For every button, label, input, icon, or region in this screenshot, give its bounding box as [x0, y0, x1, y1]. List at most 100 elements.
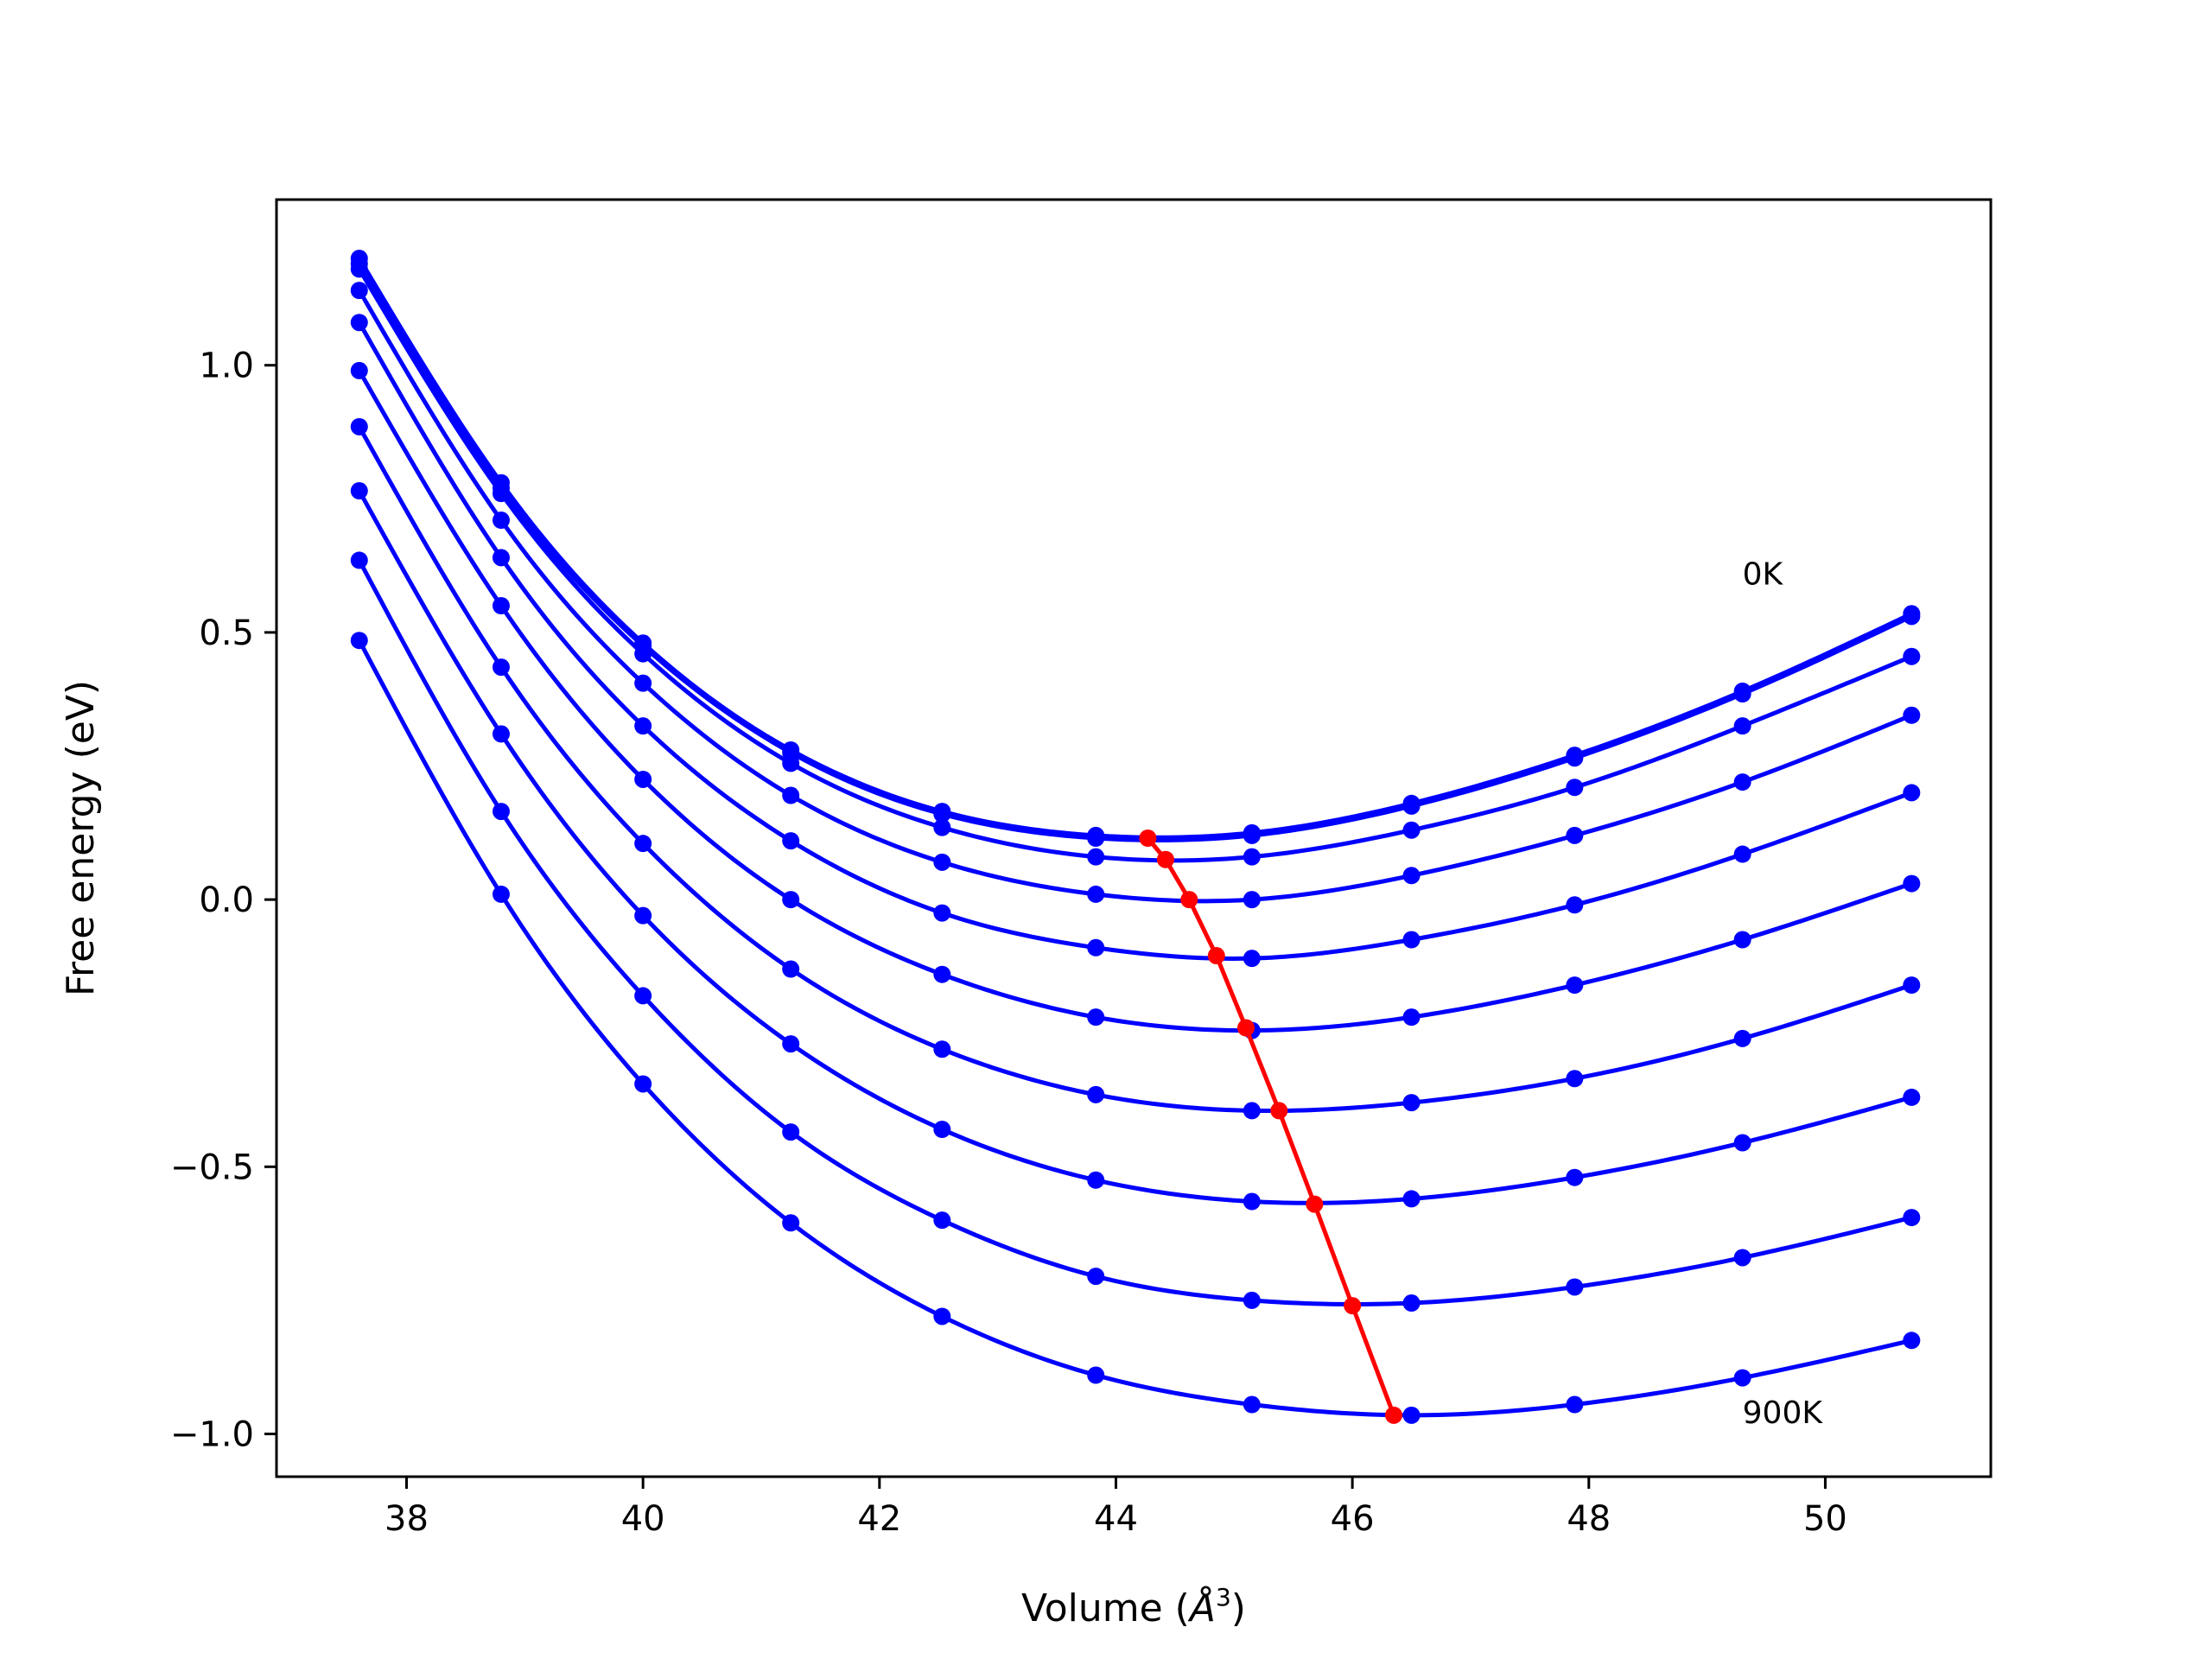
series-7-point-6	[1087, 1085, 1105, 1103]
x-tick-label-38: 38	[385, 1499, 429, 1539]
annotation-900k: 900K	[1743, 1395, 1824, 1431]
series-6-point-3	[634, 770, 652, 788]
series-8-point-9	[1566, 1168, 1584, 1186]
series-3-point-7	[1243, 848, 1261, 866]
series-4-point-3	[634, 674, 652, 692]
series-line-6	[357, 369, 1913, 1033]
series-6-point-5	[933, 965, 951, 983]
series-10-point-2	[492, 885, 510, 903]
series-4-point-7	[1243, 891, 1261, 909]
series-4-point-8	[1402, 867, 1421, 885]
series-5-point-1	[350, 314, 368, 332]
series-10-point-8	[1402, 1406, 1421, 1424]
y-tick-label-1: −0.5	[170, 1147, 254, 1187]
series-5-point-5	[933, 904, 951, 922]
series-line-10	[357, 639, 1912, 1418]
series-9-point-10	[1733, 1249, 1751, 1267]
x-tick-label-44: 44	[1094, 1499, 1138, 1539]
series-line-8	[357, 489, 1913, 1205]
series-7-point-4	[782, 960, 800, 978]
series-4-point-10	[1733, 773, 1751, 791]
series-8-point-4	[782, 1035, 800, 1053]
series-7-point-11	[1903, 976, 1921, 995]
series-10-point-9	[1566, 1395, 1584, 1414]
series-4-point-9	[1566, 826, 1584, 844]
y-tick-label-4: 1.0	[199, 346, 254, 386]
y-tick-label-2: 0.0	[199, 880, 254, 920]
series-3-point-5	[933, 818, 951, 836]
series-4-point-4	[782, 786, 800, 804]
series-2-point-6	[1087, 830, 1105, 847]
series-5-point-2	[492, 549, 510, 567]
series-8-point-3	[634, 906, 652, 925]
series-line-4	[357, 289, 1913, 904]
series-9-point-4	[782, 1123, 800, 1141]
series-4-point-1	[350, 282, 368, 300]
series-8-point-6	[1087, 1171, 1105, 1189]
series-3-point-8	[1402, 821, 1421, 839]
series-8-point-11	[1903, 1088, 1921, 1106]
series-5-point-10	[1733, 845, 1751, 863]
x-tick-label-46: 46	[1331, 1499, 1375, 1539]
series-8-point-10	[1733, 1134, 1751, 1152]
series-10-point-3	[634, 1075, 652, 1093]
series-2-point-7	[1243, 826, 1261, 844]
series-7-point-1	[350, 417, 368, 435]
x-axis-label: Volume (Å3)	[1021, 1583, 1246, 1630]
series-2-point-5	[933, 805, 951, 823]
series-4-point-5	[933, 853, 951, 871]
annotation-0k: 0K	[1743, 556, 1784, 592]
series-line-7	[357, 425, 1913, 1114]
series-10-point-11	[1903, 1332, 1921, 1350]
tick-layer: 38 40 42 44 46 48 50 −1.0 −0.5 0.0 0.5 1.0	[170, 346, 1847, 1539]
series-8-point-5	[933, 1121, 951, 1139]
series-9-point-3	[634, 987, 652, 1005]
series-line-3	[357, 268, 1913, 863]
series-3-point-9	[1566, 779, 1584, 797]
series-3-point-4	[782, 754, 800, 772]
series-6-point-11	[1903, 874, 1921, 893]
series-10-point-1	[350, 632, 368, 650]
series-10-point-4	[782, 1214, 800, 1232]
series-5-point-6	[1087, 938, 1105, 957]
minimum-point-2	[1156, 850, 1174, 868]
series-7-point-5	[933, 1040, 951, 1058]
series-3-point-2	[492, 485, 510, 503]
series-6-point-8	[1402, 1008, 1421, 1027]
series-6-point-4	[782, 891, 800, 909]
series-2-point-10	[1733, 685, 1751, 703]
series-line-1	[357, 257, 1913, 840]
series-6-point-6	[1087, 1008, 1105, 1027]
x-tick-label-42: 42	[857, 1499, 901, 1539]
series-3-point-3	[634, 645, 652, 663]
series-9-point-6	[1087, 1268, 1105, 1286]
series-9-point-2	[492, 803, 510, 821]
x-tick-label-40: 40	[621, 1499, 665, 1539]
minimum-point-4	[1207, 947, 1225, 965]
series-2-point-8	[1402, 797, 1421, 815]
series-8-point-1	[350, 482, 368, 500]
series-line-2	[357, 262, 1913, 842]
minimum-point-6	[1270, 1102, 1288, 1120]
series-5-point-7	[1243, 950, 1261, 968]
series-6-point-10	[1733, 931, 1751, 949]
series-7-point-7	[1243, 1102, 1261, 1120]
series-9-point-9	[1566, 1278, 1584, 1296]
series-5-point-9	[1566, 896, 1584, 914]
series-7-point-3	[634, 835, 652, 853]
series-6-point-1	[350, 361, 368, 379]
series-10-point-6	[1087, 1366, 1105, 1384]
series-4-point-11	[1903, 706, 1921, 724]
series-7-point-2	[492, 658, 510, 677]
series-5-point-11	[1903, 784, 1921, 802]
series-9-point-7	[1243, 1291, 1261, 1309]
plot-frame	[275, 198, 1993, 1478]
series-6-point-2	[492, 596, 510, 614]
series-5-point-4	[782, 832, 800, 850]
series-2-point-9	[1566, 749, 1584, 767]
series-5-point-3	[634, 717, 652, 735]
series-9-point-1	[350, 551, 368, 569]
series-8-point-2	[492, 725, 510, 743]
series-4-point-6	[1087, 885, 1105, 903]
series-9-point-5	[933, 1211, 951, 1230]
